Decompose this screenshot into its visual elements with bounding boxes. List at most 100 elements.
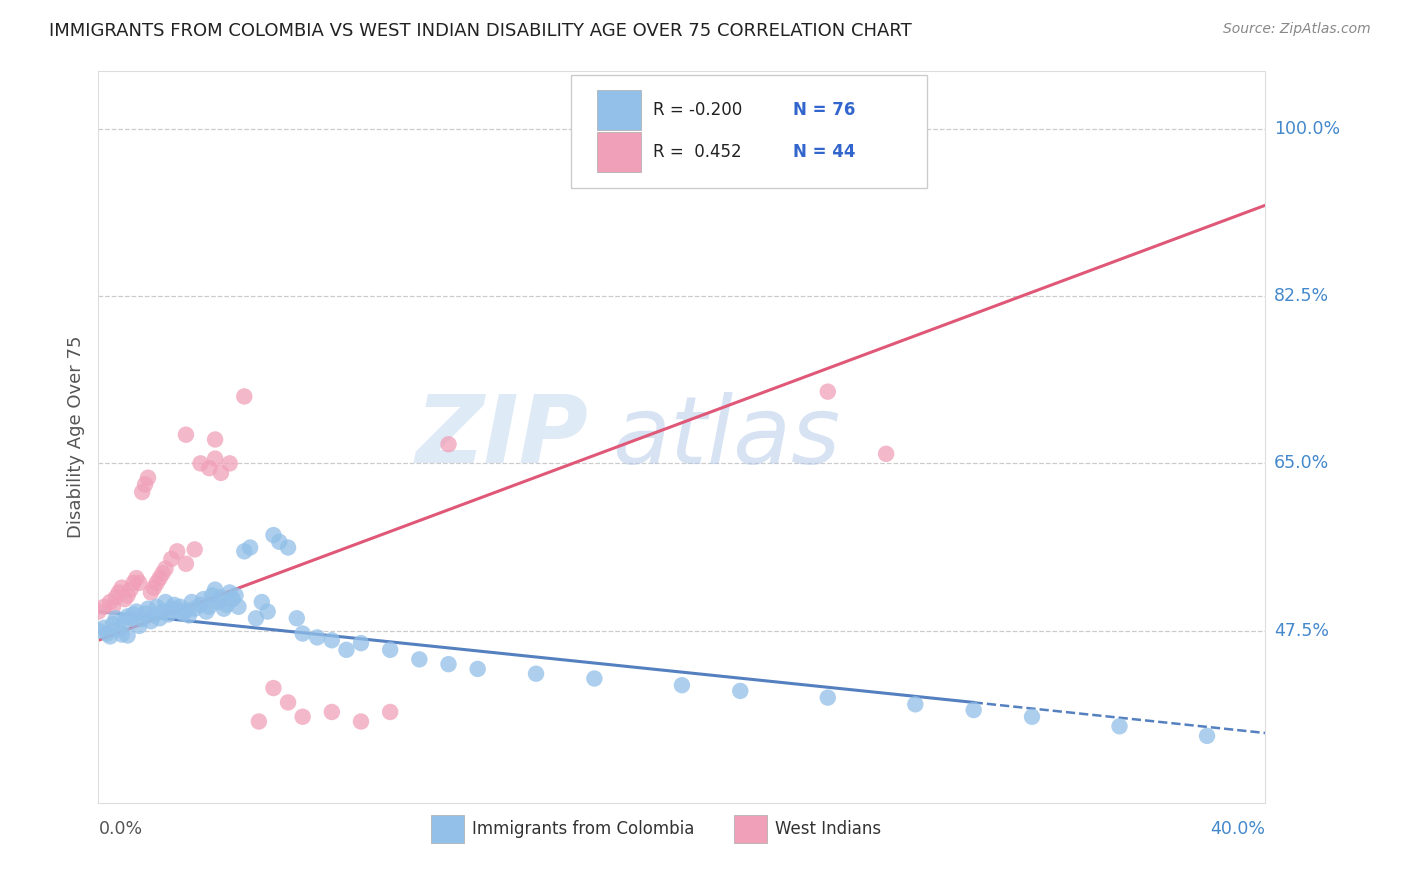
Point (98, 595, 121, 609)
Point (218, 585, 240, 599)
Point (875, 447, 897, 461)
Point (183, 601, 205, 615)
Point (149, 571, 172, 585)
Point (120, 582, 142, 597)
Point (166, 604, 188, 618)
Point (114, 592, 136, 607)
Text: N = 76: N = 76 (793, 101, 855, 120)
Point (157, 607, 180, 622)
Point (269, 534, 291, 549)
Point (160, 552, 183, 566)
Point (245, 611, 267, 625)
Text: Source: ZipAtlas.com: Source: ZipAtlas.com (1223, 22, 1371, 37)
Point (101, 599, 124, 614)
Text: Immigrants from Colombia: Immigrants from Colombia (472, 820, 695, 838)
Text: N = 44: N = 44 (793, 143, 855, 161)
Point (146, 575, 169, 590)
Point (111, 581, 134, 595)
Text: IMMIGRANTS FROM COLOMBIA VS WEST INDIAN DISABILITY AGE OVER 75 CORRELATION CHART: IMMIGRANTS FROM COLOMBIA VS WEST INDIAN … (49, 22, 912, 40)
Point (350, 714, 373, 729)
Point (87, 605, 110, 619)
Point (380, 642, 402, 657)
Point (228, 599, 250, 614)
Point (131, 485, 153, 500)
Point (962, 703, 984, 717)
Point (152, 566, 174, 581)
Point (335, 642, 357, 657)
Text: R =  0.452: R = 0.452 (652, 143, 741, 161)
Text: R = -0.200: R = -0.200 (652, 101, 742, 120)
Text: atlas: atlas (612, 392, 841, 483)
Point (291, 710, 314, 724)
Point (256, 605, 278, 619)
Point (198, 599, 221, 614)
Point (233, 544, 256, 558)
Point (204, 582, 226, 597)
FancyBboxPatch shape (596, 90, 641, 130)
Point (108, 585, 131, 599)
Point (125, 571, 148, 585)
Point (524, 666, 547, 681)
Point (817, 384, 839, 399)
Point (93, 621, 115, 635)
Point (204, 433, 226, 447)
Point (215, 598, 238, 612)
Point (904, 698, 927, 712)
Point (122, 575, 145, 590)
Point (285, 611, 308, 625)
Point (146, 599, 169, 614)
Point (122, 607, 145, 622)
Point (96, 626, 118, 640)
Point (201, 588, 224, 602)
Point (128, 619, 150, 633)
Y-axis label: Disability Age Over 75: Disability Age Over 75 (66, 335, 84, 539)
Point (114, 614, 136, 628)
Point (193, 592, 215, 607)
Point (180, 595, 202, 609)
Point (250, 595, 273, 609)
Point (247, 714, 270, 729)
Point (262, 681, 284, 695)
Text: 47.5%: 47.5% (1274, 622, 1329, 640)
Point (117, 588, 139, 602)
FancyBboxPatch shape (571, 75, 927, 188)
Point (111, 627, 134, 641)
Point (152, 605, 174, 619)
Point (239, 541, 262, 555)
Point (209, 591, 232, 605)
Point (139, 614, 162, 628)
Text: West Indians: West Indians (775, 820, 882, 838)
Point (104, 591, 127, 605)
Point (108, 623, 131, 637)
Point (437, 657, 460, 672)
Point (134, 477, 156, 491)
Point (117, 609, 139, 624)
Point (183, 542, 205, 557)
Point (209, 466, 232, 480)
Point (218, 456, 240, 470)
Point (128, 575, 150, 590)
Point (277, 541, 299, 555)
Point (212, 601, 235, 615)
Point (101, 617, 124, 632)
Point (134, 607, 156, 621)
Point (131, 612, 153, 626)
Point (307, 631, 329, 645)
Point (155, 595, 177, 609)
Point (169, 599, 191, 614)
Point (817, 690, 839, 705)
Point (221, 592, 243, 607)
Text: 100.0%: 100.0% (1274, 120, 1340, 137)
Point (277, 695, 299, 709)
Point (125, 605, 148, 619)
Point (174, 427, 197, 442)
FancyBboxPatch shape (432, 815, 464, 843)
Point (93, 599, 115, 614)
Point (139, 585, 162, 599)
Point (87, 624, 110, 638)
Text: ZIP: ZIP (416, 391, 589, 483)
Point (142, 608, 165, 623)
Point (155, 561, 177, 575)
Point (350, 636, 373, 650)
Text: 65.0%: 65.0% (1274, 454, 1330, 473)
